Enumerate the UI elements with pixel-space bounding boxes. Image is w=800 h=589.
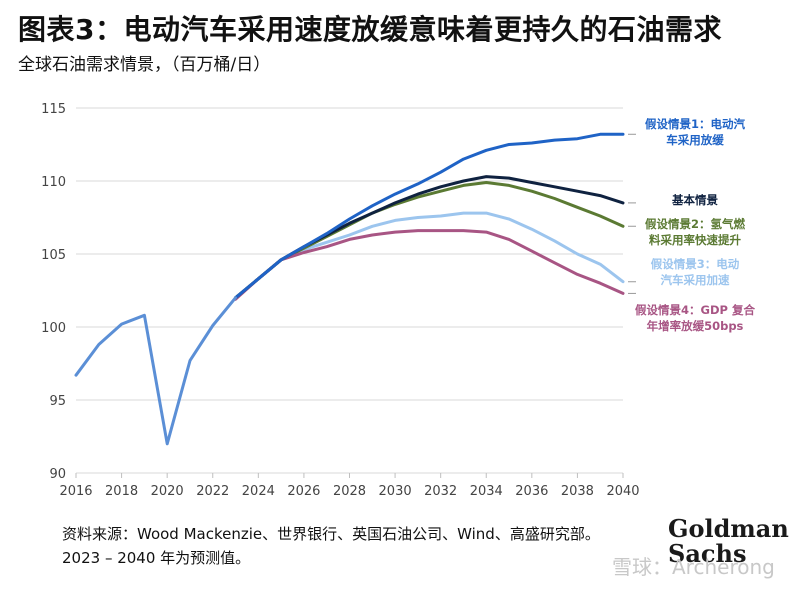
x-tick-label: 2034 — [470, 484, 503, 499]
series-label: 假设情景1：电动汽 — [645, 117, 746, 131]
x-tick-label: 2026 — [287, 484, 320, 499]
chart-subtitle: 全球石油需求情景，（百万桶/日） — [18, 55, 271, 75]
x-axis-ticks: 2016 2018 2020 2022 2024 2026 2028 2030 2032 2034… — [59, 473, 640, 499]
y-tick-label: 110 — [41, 175, 66, 190]
logo-line-1: Goldman — [668, 514, 789, 543]
series-line-3 — [234, 181, 625, 300]
x-tick-label: 2020 — [151, 484, 184, 499]
y-tick-label: 100 — [41, 321, 66, 336]
logo-line-2: Sachs — [668, 539, 747, 568]
series-label: 假设情景3：电动 — [651, 257, 740, 271]
x-tick-label: 2022 — [196, 484, 229, 499]
series-labels: 假设情景1：电动汽车采用放缓基本情景假设情景2：氢气燃料采用率快速提升假设情景3… — [628, 117, 755, 333]
series-label: 车采用放缓 — [666, 133, 724, 147]
y-tick-label: 105 — [41, 248, 66, 263]
series-line-0 — [74, 296, 237, 446]
x-tick-label: 2016 — [59, 484, 92, 499]
series-label: 汽车采用加速 — [661, 273, 730, 287]
x-tick-label: 2038 — [561, 484, 594, 499]
goldman-sachs-logo: Goldman Sachs — [668, 514, 789, 568]
source-note: 资料来源：Wood Mackenzie、世界银行、英国石油公司、Wind、高盛研… — [62, 525, 600, 567]
y-tick-label: 90 — [49, 467, 66, 482]
series-label: 年增率放缓50bps — [647, 319, 744, 333]
x-tick-label: 2032 — [424, 484, 457, 499]
series-label: 假设情景2：氢气燃 — [645, 217, 746, 231]
y-axis-ticks: 90 95 100 105 110 115 — [41, 102, 66, 482]
x-tick-label: 2028 — [333, 484, 366, 499]
series-line-5 — [234, 229, 625, 301]
x-tick-label: 2018 — [105, 484, 138, 499]
series-line-1 — [234, 132, 625, 300]
gridlines — [76, 107, 623, 474]
y-tick-label: 115 — [41, 102, 66, 117]
series-label: 料采用率快速提升 — [649, 233, 741, 247]
series-lines — [74, 132, 625, 446]
chart-title: 图表3：电动汽车采用速度放缓意味着更持久的石油需求 — [18, 13, 722, 46]
y-tick-label: 95 — [49, 394, 66, 409]
watermark: 雪球：Archerong — [612, 555, 775, 579]
x-tick-label: 2040 — [606, 484, 639, 499]
x-tick-label: 2024 — [242, 484, 275, 499]
series-label: 假设情景4：GDP 复合 — [635, 303, 755, 317]
x-tick-label: 2036 — [515, 484, 548, 499]
x-tick-label: 2030 — [379, 484, 412, 499]
series-label: 基本情景 — [671, 193, 718, 207]
